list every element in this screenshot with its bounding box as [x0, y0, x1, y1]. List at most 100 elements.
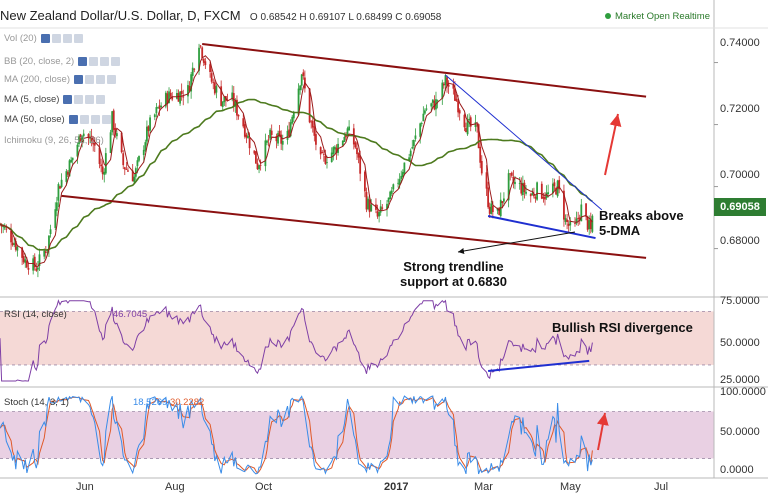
indicator-buttons[interactable]: [40, 33, 85, 44]
candle-body: [223, 96, 226, 103]
candle-body: [32, 258, 35, 271]
candle-body: [78, 136, 80, 145]
candle-body: [436, 100, 439, 102]
candle-body: [55, 202, 58, 211]
market-status: Market Open Realtime: [604, 11, 710, 22]
candle-body: [144, 142, 147, 151]
candle-body: [43, 250, 46, 257]
rsi-band: [0, 311, 714, 365]
candle-body: [182, 96, 185, 98]
candle-body: [264, 140, 267, 167]
candle-body: [242, 118, 245, 127]
candle-body: [37, 267, 39, 270]
candle-body: [44, 251, 47, 254]
chart-header: New Zealand Dollar/U.S. Dollar, D, FXCM …: [0, 8, 441, 23]
candle-body: [555, 187, 557, 195]
rsi-tick: 50.0000: [720, 337, 760, 349]
candle-body: [54, 209, 57, 228]
candle-body: [149, 117, 151, 131]
candle-body: [247, 135, 249, 139]
candle-body: [127, 170, 129, 172]
candle-body: [442, 83, 445, 86]
candle-body: [258, 165, 260, 170]
candle-body: [180, 90, 183, 94]
candle-body: [236, 99, 238, 116]
candle-body: [245, 134, 248, 138]
candle-body: [288, 129, 290, 136]
candle-body: [100, 164, 102, 167]
rsi-legend[interactable]: RSI (14, close) 46.7045: [4, 309, 147, 320]
candle-body: [70, 159, 72, 163]
candle-body: [171, 96, 174, 100]
candle-body: [324, 155, 327, 164]
downtrend-line: [445, 74, 603, 211]
candle-body: [389, 191, 392, 200]
candle-body: [525, 191, 527, 194]
candle-body: [447, 84, 450, 87]
indicator-buttons[interactable]: [63, 94, 107, 105]
candle-body: [215, 86, 218, 93]
candle-body: [266, 140, 268, 143]
candle-body: [269, 129, 272, 139]
candle-body: [357, 153, 360, 158]
candle-body: [457, 100, 459, 113]
candle-body: [533, 194, 535, 197]
candle-body: [289, 122, 292, 137]
candle-body: [33, 256, 36, 268]
candle-body: [82, 133, 85, 137]
x-tick: Mar: [474, 481, 493, 493]
rsi-tick: 75.0000: [720, 295, 760, 307]
candle-body: [209, 64, 211, 73]
indicator-ma5[interactable]: MA (5, close): [4, 94, 107, 105]
candle-body: [277, 133, 279, 144]
indicator-buttons[interactable]: [68, 114, 113, 125]
candle-body: [176, 92, 178, 99]
indicator-bb[interactable]: BB (20, close, 2): [4, 56, 122, 67]
indicator-ma50[interactable]: MA (50, close): [4, 114, 113, 125]
candle-body: [408, 157, 411, 161]
candle-body: [67, 171, 69, 175]
candle-body: [529, 194, 532, 197]
candle-body: [409, 150, 412, 157]
candle-body: [187, 85, 189, 97]
candle-body: [585, 203, 587, 216]
candle-body: [424, 110, 426, 114]
indicator-label: Vol (20): [4, 33, 37, 44]
indicator-ichimoku[interactable]: Ichimoku (9, 26, 52, 26): [4, 135, 104, 146]
candle-body: [553, 182, 556, 187]
candle-body: [322, 154, 325, 155]
candle-body: [308, 88, 311, 123]
candle-body: [531, 192, 534, 196]
candle-body: [354, 142, 357, 148]
candle-body: [89, 137, 91, 139]
indicator-vol[interactable]: Vol (20): [4, 33, 85, 44]
candle-body: [425, 108, 428, 110]
candle-body: [455, 98, 458, 102]
candle-body: [414, 135, 417, 139]
candle-body: [35, 268, 38, 271]
candle-body: [134, 168, 137, 177]
candle-body: [104, 153, 107, 174]
symbol-title[interactable]: New Zealand Dollar/U.S. Dollar, D, FXCM: [0, 8, 241, 23]
support-trendline: [487, 215, 596, 240]
candle-body: [363, 171, 366, 192]
candle-body: [346, 128, 349, 136]
candle-body: [310, 121, 313, 123]
indicator-buttons[interactable]: [74, 74, 118, 85]
stoch-legend[interactable]: Stoch (14, 3, 1) 18.5269 30.2282: [4, 397, 204, 408]
candle-body: [155, 107, 158, 114]
candle-body: [198, 47, 200, 71]
candle-body: [188, 85, 191, 91]
candle-body: [191, 67, 194, 76]
indicator-ma200[interactable]: MA (200, close): [4, 74, 118, 85]
candle-body: [315, 134, 317, 145]
candle-body: [146, 126, 148, 142]
stoch-d-line: [0, 396, 593, 474]
candle-body: [381, 207, 384, 209]
candle-body: [22, 256, 25, 263]
indicator-buttons[interactable]: [78, 56, 122, 67]
candle-body: [71, 157, 74, 161]
candle-body: [14, 240, 17, 250]
support-pointer-arrow: [457, 231, 576, 254]
